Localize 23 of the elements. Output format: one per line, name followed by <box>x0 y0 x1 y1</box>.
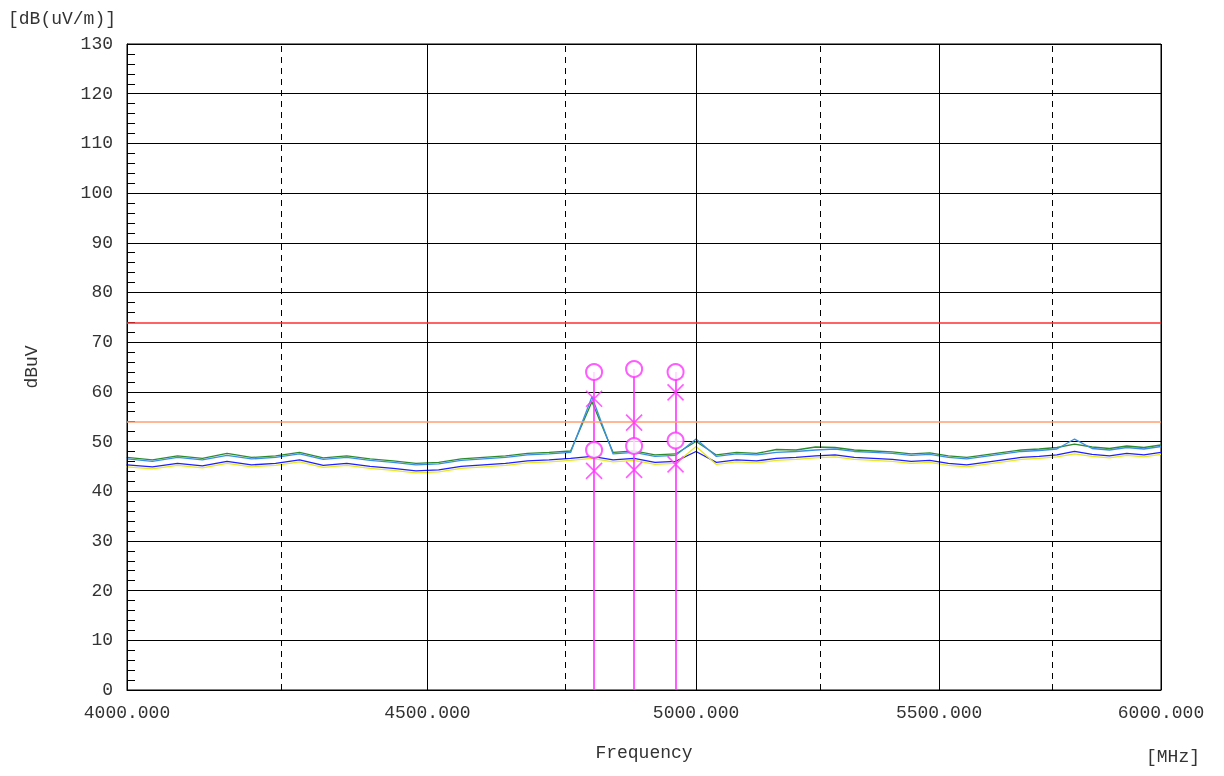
y-tick-label: 20 <box>91 580 113 601</box>
x-tick-label: 6000.000 <box>1117 703 1205 723</box>
y-tick-label: 40 <box>91 481 113 502</box>
y-tick-label: 80 <box>91 282 113 303</box>
text: [dB(uV/m)] <box>8 9 117 29</box>
x-tick-label: 4000.000 <box>83 703 171 723</box>
y-tick-label: 130 <box>80 34 113 54</box>
y-tick-label: 30 <box>91 530 113 551</box>
y-tick-label: 110 <box>80 133 113 154</box>
y-axis-title: dBuV <box>22 345 42 389</box>
y-tick-label: 70 <box>91 332 113 353</box>
x-axis-title: Frequency <box>595 743 693 763</box>
text: [MHz] <box>1145 747 1201 767</box>
x-tick-label: 5500.000 <box>895 703 983 723</box>
y-tick-label: 10 <box>91 630 113 651</box>
y-tick-label: 120 <box>80 83 113 104</box>
y-tick-label: 50 <box>91 431 113 452</box>
x-tick-label: 4500.000 <box>384 703 471 723</box>
y-tick-label: 0 <box>102 680 113 700</box>
y-tick-label: 90 <box>91 232 113 253</box>
y-tick-label: 60 <box>91 381 113 402</box>
x-tick-label: 5000.000 <box>652 703 740 723</box>
y-tick-label: 100 <box>80 183 113 204</box>
